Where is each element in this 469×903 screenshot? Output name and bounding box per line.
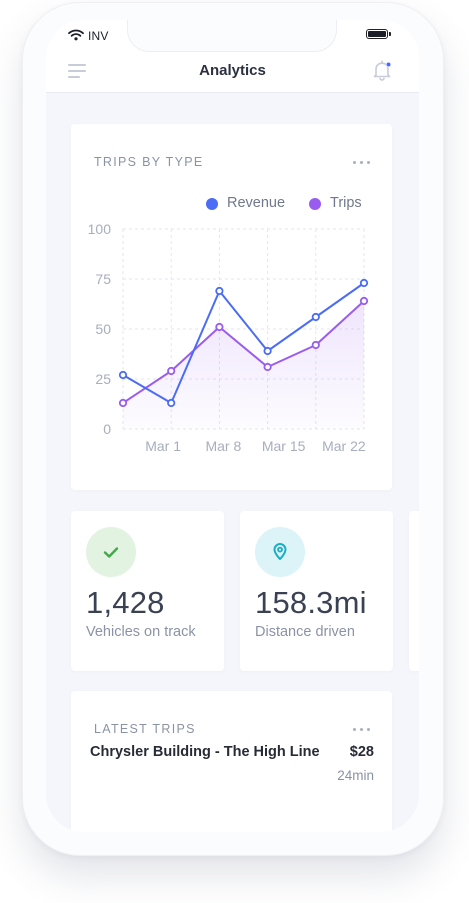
battery-icon bbox=[366, 29, 391, 39]
stat-value: 158.3mi bbox=[255, 585, 367, 620]
stat-value: 1,428 bbox=[86, 585, 165, 620]
hamburger-menu-icon[interactable] bbox=[68, 64, 86, 78]
legend-swatch-revenue bbox=[206, 198, 218, 210]
trips-line-chart: 0 25 50 75 100 Mar 1 Mar 8 Mar 15 Mar 22 bbox=[88, 221, 369, 454]
stat-label: Vehicles on track bbox=[86, 624, 196, 640]
notification-dot bbox=[385, 61, 392, 68]
x-tick-label: Mar 15 bbox=[262, 438, 306, 454]
series-area-trips bbox=[123, 301, 364, 429]
trip-route: Chrysler Building - The High Line bbox=[90, 744, 320, 760]
y-tick-label: 100 bbox=[88, 221, 112, 237]
more-horizontal-icon[interactable] bbox=[353, 160, 371, 166]
status-bar: INV bbox=[46, 20, 419, 54]
stat-card-distance: 158.3mi Distance driven bbox=[240, 511, 393, 671]
y-tick-label: 75 bbox=[95, 271, 111, 287]
card-title: LATEST TRIPS bbox=[94, 722, 196, 736]
x-tick-label: Mar 1 bbox=[145, 438, 181, 454]
data-point-revenue bbox=[263, 346, 272, 356]
x-tick-label: Mar 8 bbox=[205, 438, 241, 454]
trip-price: $28 bbox=[349, 744, 374, 760]
check-icon bbox=[103, 547, 119, 558]
y-tick-label: 50 bbox=[95, 321, 111, 337]
map-pin-icon bbox=[273, 543, 287, 560]
x-tick-label: Mar 22 bbox=[322, 438, 366, 454]
data-point-revenue bbox=[359, 278, 369, 288]
data-point-trips bbox=[359, 296, 369, 306]
data-point-trips bbox=[167, 366, 176, 376]
stat-label: Distance driven bbox=[255, 624, 355, 640]
stat-icon-circle bbox=[86, 527, 136, 577]
legend-label-revenue: Revenue bbox=[227, 195, 286, 211]
top-navigation-bar: Analytics bbox=[46, 54, 419, 93]
data-point-trips bbox=[263, 362, 272, 372]
trip-duration: 24min bbox=[337, 768, 374, 783]
data-point-trips bbox=[118, 398, 128, 408]
stat-card-partial bbox=[409, 511, 419, 671]
y-tick-label: 25 bbox=[95, 371, 111, 387]
chart-legend: Revenue Trips bbox=[71, 194, 392, 214]
data-point-revenue bbox=[167, 398, 176, 408]
app-screen: INV Analytics TRIPS BY TYPE Rev bbox=[46, 20, 419, 832]
latest-trips-card: LATEST TRIPS Chrysler Building - The Hig… bbox=[71, 691, 392, 832]
stat-card-vehicles: 1,428 Vehicles on track bbox=[71, 511, 224, 671]
data-point-revenue bbox=[118, 370, 128, 380]
stat-icon-circle bbox=[255, 527, 305, 577]
legend-label-trips: Trips bbox=[330, 195, 362, 211]
y-tick-label: 0 bbox=[103, 421, 111, 437]
more-horizontal-icon[interactable] bbox=[353, 727, 371, 733]
carrier-label: INV bbox=[88, 29, 109, 43]
wifi-icon bbox=[68, 29, 84, 41]
data-point-revenue bbox=[311, 312, 320, 322]
card-title: TRIPS BY TYPE bbox=[94, 155, 204, 169]
series-line-trips bbox=[122, 300, 365, 404]
page-title: Analytics bbox=[199, 62, 266, 79]
legend-swatch-trips bbox=[309, 198, 321, 210]
series-line-revenue bbox=[122, 282, 365, 404]
data-point-trips bbox=[311, 340, 320, 350]
bell-notification-icon[interactable] bbox=[370, 58, 394, 82]
data-point-revenue bbox=[215, 286, 224, 296]
data-point-trips bbox=[215, 322, 224, 332]
trips-by-type-card: TRIPS BY TYPE Revenue Trips 0 25 50 75 100 Ma… bbox=[71, 124, 392, 490]
device-notch bbox=[127, 20, 337, 52]
